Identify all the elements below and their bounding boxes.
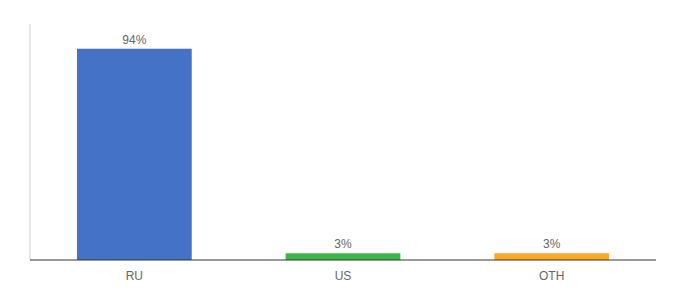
chart: 94% 3% 3% RU US OTH xyxy=(0,0,680,300)
bar xyxy=(286,253,401,260)
x-tick-label: RU xyxy=(126,269,143,283)
bar xyxy=(494,253,609,260)
x-tick-label: OTH xyxy=(539,269,564,283)
bars xyxy=(77,49,609,260)
data-label: 94% xyxy=(122,33,146,47)
y-axis-line xyxy=(30,24,31,260)
chart-container: 94% 3% 3% RU US OTH xyxy=(0,0,680,300)
x-tick-label: US xyxy=(335,269,352,283)
data-label: 3% xyxy=(543,237,561,251)
bar xyxy=(77,49,192,260)
x-axis-line xyxy=(30,260,656,261)
data-label: 3% xyxy=(334,237,352,251)
